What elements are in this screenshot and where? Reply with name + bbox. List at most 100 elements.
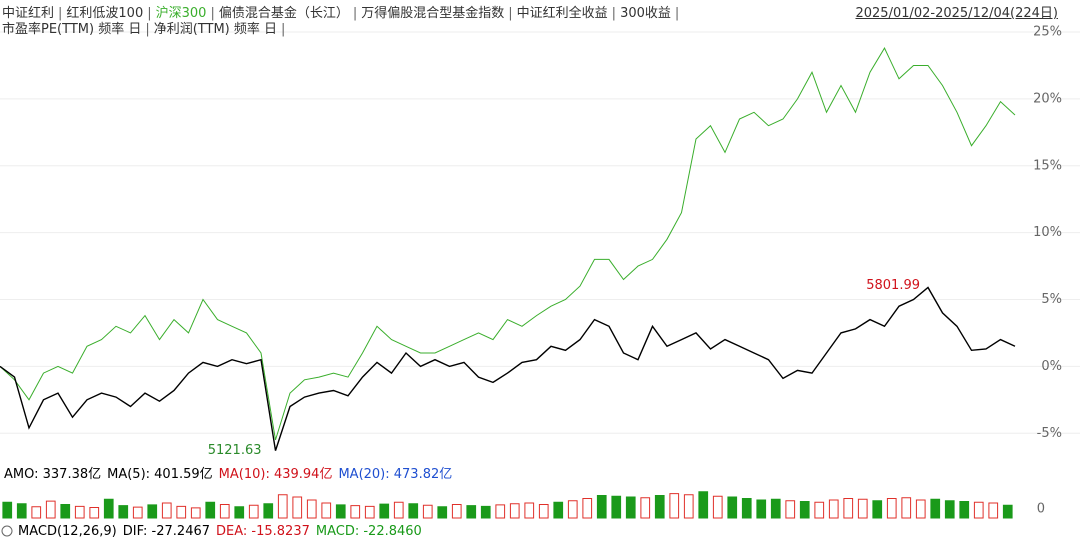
volume-bar	[988, 502, 999, 519]
volume-bar	[364, 505, 375, 519]
volume-bar	[799, 501, 810, 519]
volume-bar	[190, 507, 201, 519]
series-line	[0, 47, 1016, 441]
macd-label: DIF: -27.2467	[123, 524, 210, 539]
volume-bar	[147, 504, 158, 519]
volume-bar	[2, 501, 13, 519]
legend-item[interactable]: 300收益	[620, 6, 671, 21]
volume-bar	[408, 503, 419, 519]
volume-bar	[422, 504, 433, 519]
legend-item[interactable]: 万得偏股混合型基金指数	[361, 6, 505, 21]
series-line	[0, 286, 1016, 451]
y-tick-label: 0%	[1041, 359, 1062, 374]
volume-bar	[625, 496, 636, 519]
volume-bar	[132, 506, 143, 519]
volume-bar	[248, 504, 259, 519]
volume-bar	[1002, 504, 1013, 519]
volume-label: MA(10): 439.94亿	[219, 467, 333, 482]
indicator-list: 市盈率PE(TTM) 频率 日 | 净利润(TTM) 频率 日 |	[2, 18, 289, 37]
separator: |	[611, 6, 617, 21]
volume-bar	[582, 498, 593, 519]
volume-bar	[886, 498, 897, 519]
macd-legend: MACD(12,26,9) DIF: -27.2467 DEA: -15.8237 M…	[18, 524, 422, 539]
volume-bar	[857, 498, 868, 519]
annotation: 5801.99	[866, 278, 920, 293]
volume-bar	[741, 498, 752, 519]
y-tick-label: 0	[1037, 502, 1045, 517]
macd-label: MACD(12,26,9)	[18, 524, 117, 539]
volume-bar	[654, 495, 665, 519]
volume-bar	[31, 506, 42, 519]
legend-item[interactable]: 红利低波100	[66, 6, 144, 21]
legend-item[interactable]: 中证红利	[2, 6, 55, 21]
volume-bar	[350, 505, 361, 519]
annotation: 5121.63	[208, 443, 262, 458]
volume-bar	[567, 500, 578, 519]
volume-bar	[727, 496, 738, 519]
date-range[interactable]: 2025/01/02-2025/12/04(224日)	[855, 6, 1058, 21]
volume-bar	[524, 502, 535, 519]
collapse-icon	[1, 525, 13, 537]
volume-bar	[959, 501, 970, 519]
indicator[interactable]: 净利润(TTM) 频率 日	[153, 22, 278, 37]
separator: |	[674, 6, 680, 21]
volume-bar	[480, 505, 491, 519]
volume-bar	[205, 501, 216, 519]
volume-bar	[828, 499, 839, 519]
volume-bar	[321, 502, 332, 519]
volume-bar	[930, 498, 941, 519]
volume-bar	[901, 497, 912, 519]
volume-bar	[118, 505, 129, 519]
separator: |	[281, 22, 286, 37]
y-tick-label: 20%	[1033, 91, 1062, 106]
y-tick-label: 15%	[1033, 158, 1062, 173]
y-tick-label: 10%	[1033, 225, 1062, 240]
volume-legend: AMO: 337.38亿 MA(5): 401.59亿 MA(10): 439.94…	[4, 467, 452, 482]
y-tick-label: -5%	[1037, 426, 1062, 441]
volume-bar	[451, 504, 462, 519]
volume-bar	[74, 505, 85, 519]
legend-item[interactable]: 中证红利全收益	[516, 6, 608, 21]
volume-bar	[756, 499, 767, 519]
volume-bar	[843, 498, 854, 519]
volume-bar	[16, 503, 27, 519]
volume-label: MA(20): 473.82亿	[338, 467, 452, 482]
separator: |	[352, 6, 358, 21]
volume-bar	[89, 507, 100, 519]
volume-bar	[814, 501, 825, 519]
volume-bar	[698, 491, 709, 519]
volume-bar	[379, 503, 390, 519]
legend-item[interactable]: 偏债混合基金（长江）	[218, 6, 349, 21]
separator: |	[147, 6, 152, 21]
volume-bar	[161, 502, 172, 519]
volume-bar	[785, 500, 796, 519]
macd-label: DEA: -15.8237	[216, 524, 310, 539]
volume-bar	[872, 500, 883, 519]
volume-bar	[393, 501, 404, 519]
legend: 中证红利 | 红利低波100 | 沪深300 | 偏债混合基金（长江） | 万得偏股混合型基金指…	[2, 2, 683, 21]
separator: |	[145, 22, 150, 37]
volume-bar	[60, 504, 71, 519]
volume-bar	[219, 504, 230, 519]
volume-bar	[176, 505, 187, 519]
volume-bar	[944, 500, 955, 519]
y-tick-label: 5%	[1041, 292, 1062, 307]
volume-bar	[277, 494, 288, 519]
volume-bar	[640, 497, 651, 519]
volume-label: AMO: 337.38亿	[4, 467, 101, 482]
legend-item[interactable]: 沪深300	[155, 6, 207, 21]
volume-bar	[234, 506, 245, 519]
volume-bar	[292, 496, 303, 519]
indicator[interactable]: 市盈率PE(TTM) 频率 日	[2, 22, 142, 37]
volume-bar	[712, 495, 723, 519]
volume-bar	[466, 505, 477, 519]
volume-bar	[45, 500, 56, 519]
volume-bar	[611, 495, 622, 519]
volume-bar	[103, 498, 114, 519]
volume-bar	[770, 498, 781, 519]
separator: |	[210, 6, 215, 21]
y-tick-label: 25%	[1033, 25, 1062, 40]
volume-label: MA(5): 401.59亿	[107, 467, 213, 482]
